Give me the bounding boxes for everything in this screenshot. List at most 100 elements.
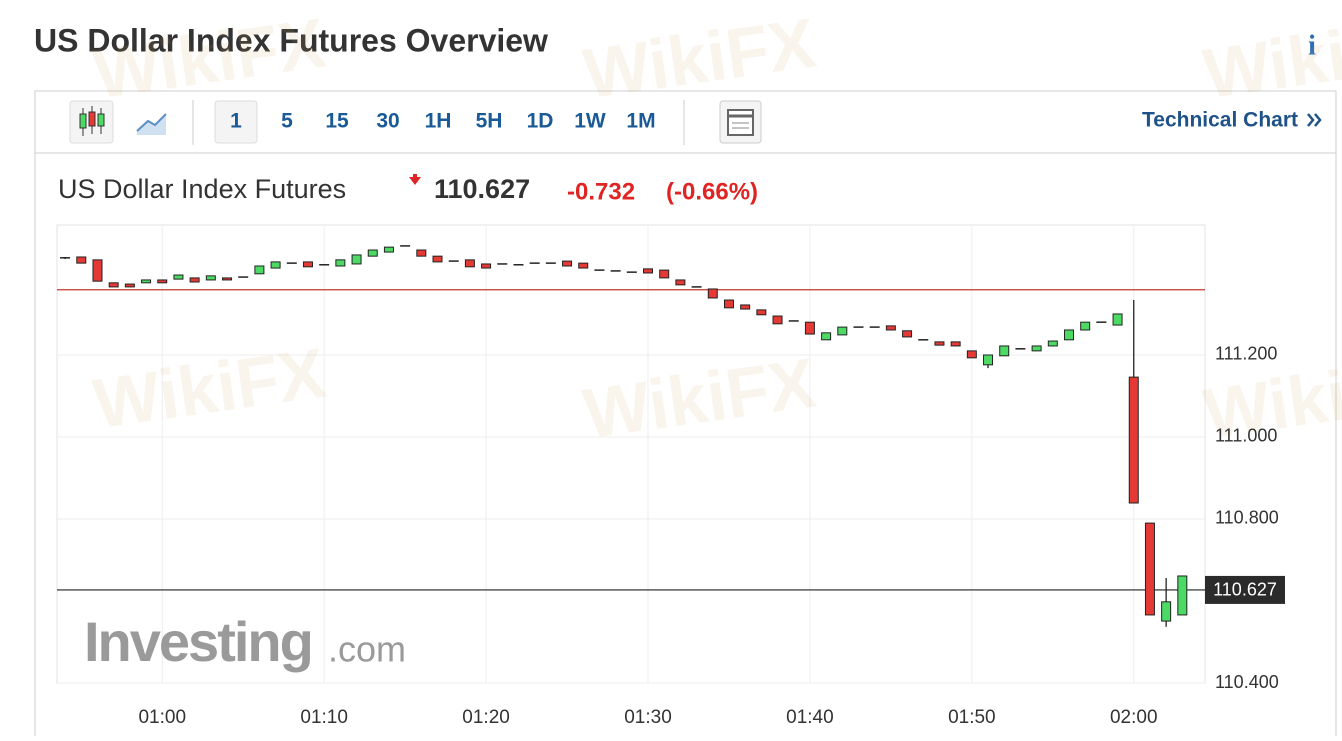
candle-body bbox=[675, 279, 686, 286]
candle-body bbox=[740, 304, 751, 310]
page-title: US Dollar Index Futures Overview bbox=[34, 22, 548, 58]
candle-body bbox=[1031, 345, 1042, 352]
candle-body bbox=[707, 288, 718, 299]
candle-body bbox=[205, 275, 216, 281]
price-change: -0.732 bbox=[567, 178, 635, 205]
candle-body bbox=[1063, 329, 1074, 341]
candle-body bbox=[999, 345, 1010, 357]
candle-body bbox=[367, 249, 378, 257]
icon-shape bbox=[79, 113, 87, 129]
candle-body bbox=[124, 283, 135, 288]
icon-stroke bbox=[136, 113, 167, 132]
interval-button[interactable]: 5H bbox=[476, 110, 503, 133]
interval-button[interactable]: 1 bbox=[230, 110, 242, 133]
layout-button[interactable] bbox=[719, 100, 762, 144]
candle-body bbox=[772, 315, 783, 325]
candle-body bbox=[481, 263, 492, 269]
plot-area bbox=[56, 224, 1206, 684]
candle-body bbox=[189, 277, 200, 283]
candle-body bbox=[76, 256, 87, 264]
selected-interval bbox=[214, 100, 258, 144]
overlay-text: WikiFX bbox=[1199, 3, 1342, 113]
watermark-brand: Investing bbox=[84, 610, 312, 673]
candle-body bbox=[1128, 376, 1139, 504]
line-type-button[interactable] bbox=[136, 113, 167, 135]
candle-body bbox=[837, 326, 848, 336]
icon-shape bbox=[88, 111, 96, 127]
icon-shape bbox=[97, 113, 105, 127]
candle-body bbox=[302, 261, 313, 268]
candle-body bbox=[335, 259, 346, 267]
last-price-label: 110.627 bbox=[1213, 580, 1277, 600]
candle-body bbox=[270, 261, 281, 269]
candle-body bbox=[966, 350, 977, 359]
info-icon[interactable]: i bbox=[1308, 30, 1316, 61]
candle-body bbox=[983, 354, 994, 366]
y-tick-label: 111.200 bbox=[1215, 344, 1277, 364]
candle-body bbox=[351, 254, 362, 265]
candle-body bbox=[108, 282, 119, 288]
plot bbox=[57, 245, 1205, 627]
candle-body bbox=[173, 274, 184, 280]
x-tick-label: 01:10 bbox=[300, 707, 348, 728]
interval-button[interactable]: 1W bbox=[574, 110, 606, 133]
x-tick-label: 01:40 bbox=[786, 707, 834, 728]
candle-body bbox=[1161, 601, 1172, 622]
candle-body bbox=[1112, 313, 1123, 326]
down-arrow bbox=[409, 174, 421, 185]
candle-body bbox=[464, 259, 475, 268]
candle-body bbox=[1047, 340, 1058, 347]
interval-bar: 1 5 15 30 1H 5H 1D 1W 1M bbox=[230, 110, 655, 133]
interval-button[interactable]: 5 bbox=[281, 110, 293, 133]
candle-body bbox=[1144, 522, 1155, 616]
candle-body bbox=[578, 262, 589, 269]
candle-body bbox=[141, 279, 152, 284]
technical-chart-link[interactable]: Technical Chart bbox=[1142, 109, 1298, 132]
last-price: 110.627 bbox=[434, 174, 530, 204]
candle-body bbox=[950, 341, 961, 347]
y-tick-label: 110.800 bbox=[1215, 508, 1279, 528]
panel bbox=[34, 90, 1337, 741]
grid bbox=[57, 225, 1205, 684]
candle-body bbox=[821, 332, 832, 341]
price-change-percent: (-0.66%) bbox=[666, 178, 758, 205]
candle-body bbox=[723, 299, 734, 309]
candle-body bbox=[562, 260, 573, 267]
overlay-text: WikiFX bbox=[89, 3, 331, 113]
candle-body bbox=[222, 277, 233, 281]
instrument-name: US Dollar Index Futures bbox=[58, 174, 346, 204]
candle-body bbox=[383, 246, 394, 253]
x-tick-label: 01:50 bbox=[948, 707, 996, 728]
y-tick-label: 111.000 bbox=[1215, 426, 1277, 446]
last-price-box bbox=[1205, 575, 1285, 604]
candle-type-button[interactable] bbox=[69, 100, 114, 144]
interval-button[interactable]: 1M bbox=[626, 110, 655, 133]
icon-shape bbox=[137, 114, 166, 135]
candle-body bbox=[885, 325, 896, 331]
candle-body bbox=[432, 255, 443, 263]
watermark-domain: .com bbox=[328, 629, 406, 670]
candle-body bbox=[804, 321, 815, 335]
candle-body bbox=[254, 265, 265, 275]
interval-button[interactable]: 1H bbox=[425, 110, 452, 133]
x-tick-label: 01:20 bbox=[462, 707, 510, 728]
interval-button[interactable]: 30 bbox=[376, 110, 399, 133]
interval-button[interactable]: 15 bbox=[325, 110, 349, 133]
x-tick-label: 02:00 bbox=[1110, 707, 1158, 728]
candle-body bbox=[659, 269, 670, 279]
candle-body bbox=[157, 279, 168, 284]
overlay-text: WikiFX bbox=[579, 3, 821, 113]
candle-body bbox=[1080, 321, 1091, 331]
candle-body bbox=[756, 309, 767, 316]
x-tick-label: 01:30 bbox=[624, 707, 672, 728]
candle-body bbox=[934, 341, 945, 346]
interval-button[interactable]: 1D bbox=[527, 110, 554, 133]
y-tick-label: 110.400 bbox=[1215, 672, 1279, 692]
candle-body bbox=[1177, 575, 1188, 616]
candle-body bbox=[92, 259, 103, 282]
candle-body bbox=[643, 268, 654, 274]
candle-body bbox=[902, 330, 913, 338]
x-tick-label: 01:00 bbox=[138, 707, 186, 728]
